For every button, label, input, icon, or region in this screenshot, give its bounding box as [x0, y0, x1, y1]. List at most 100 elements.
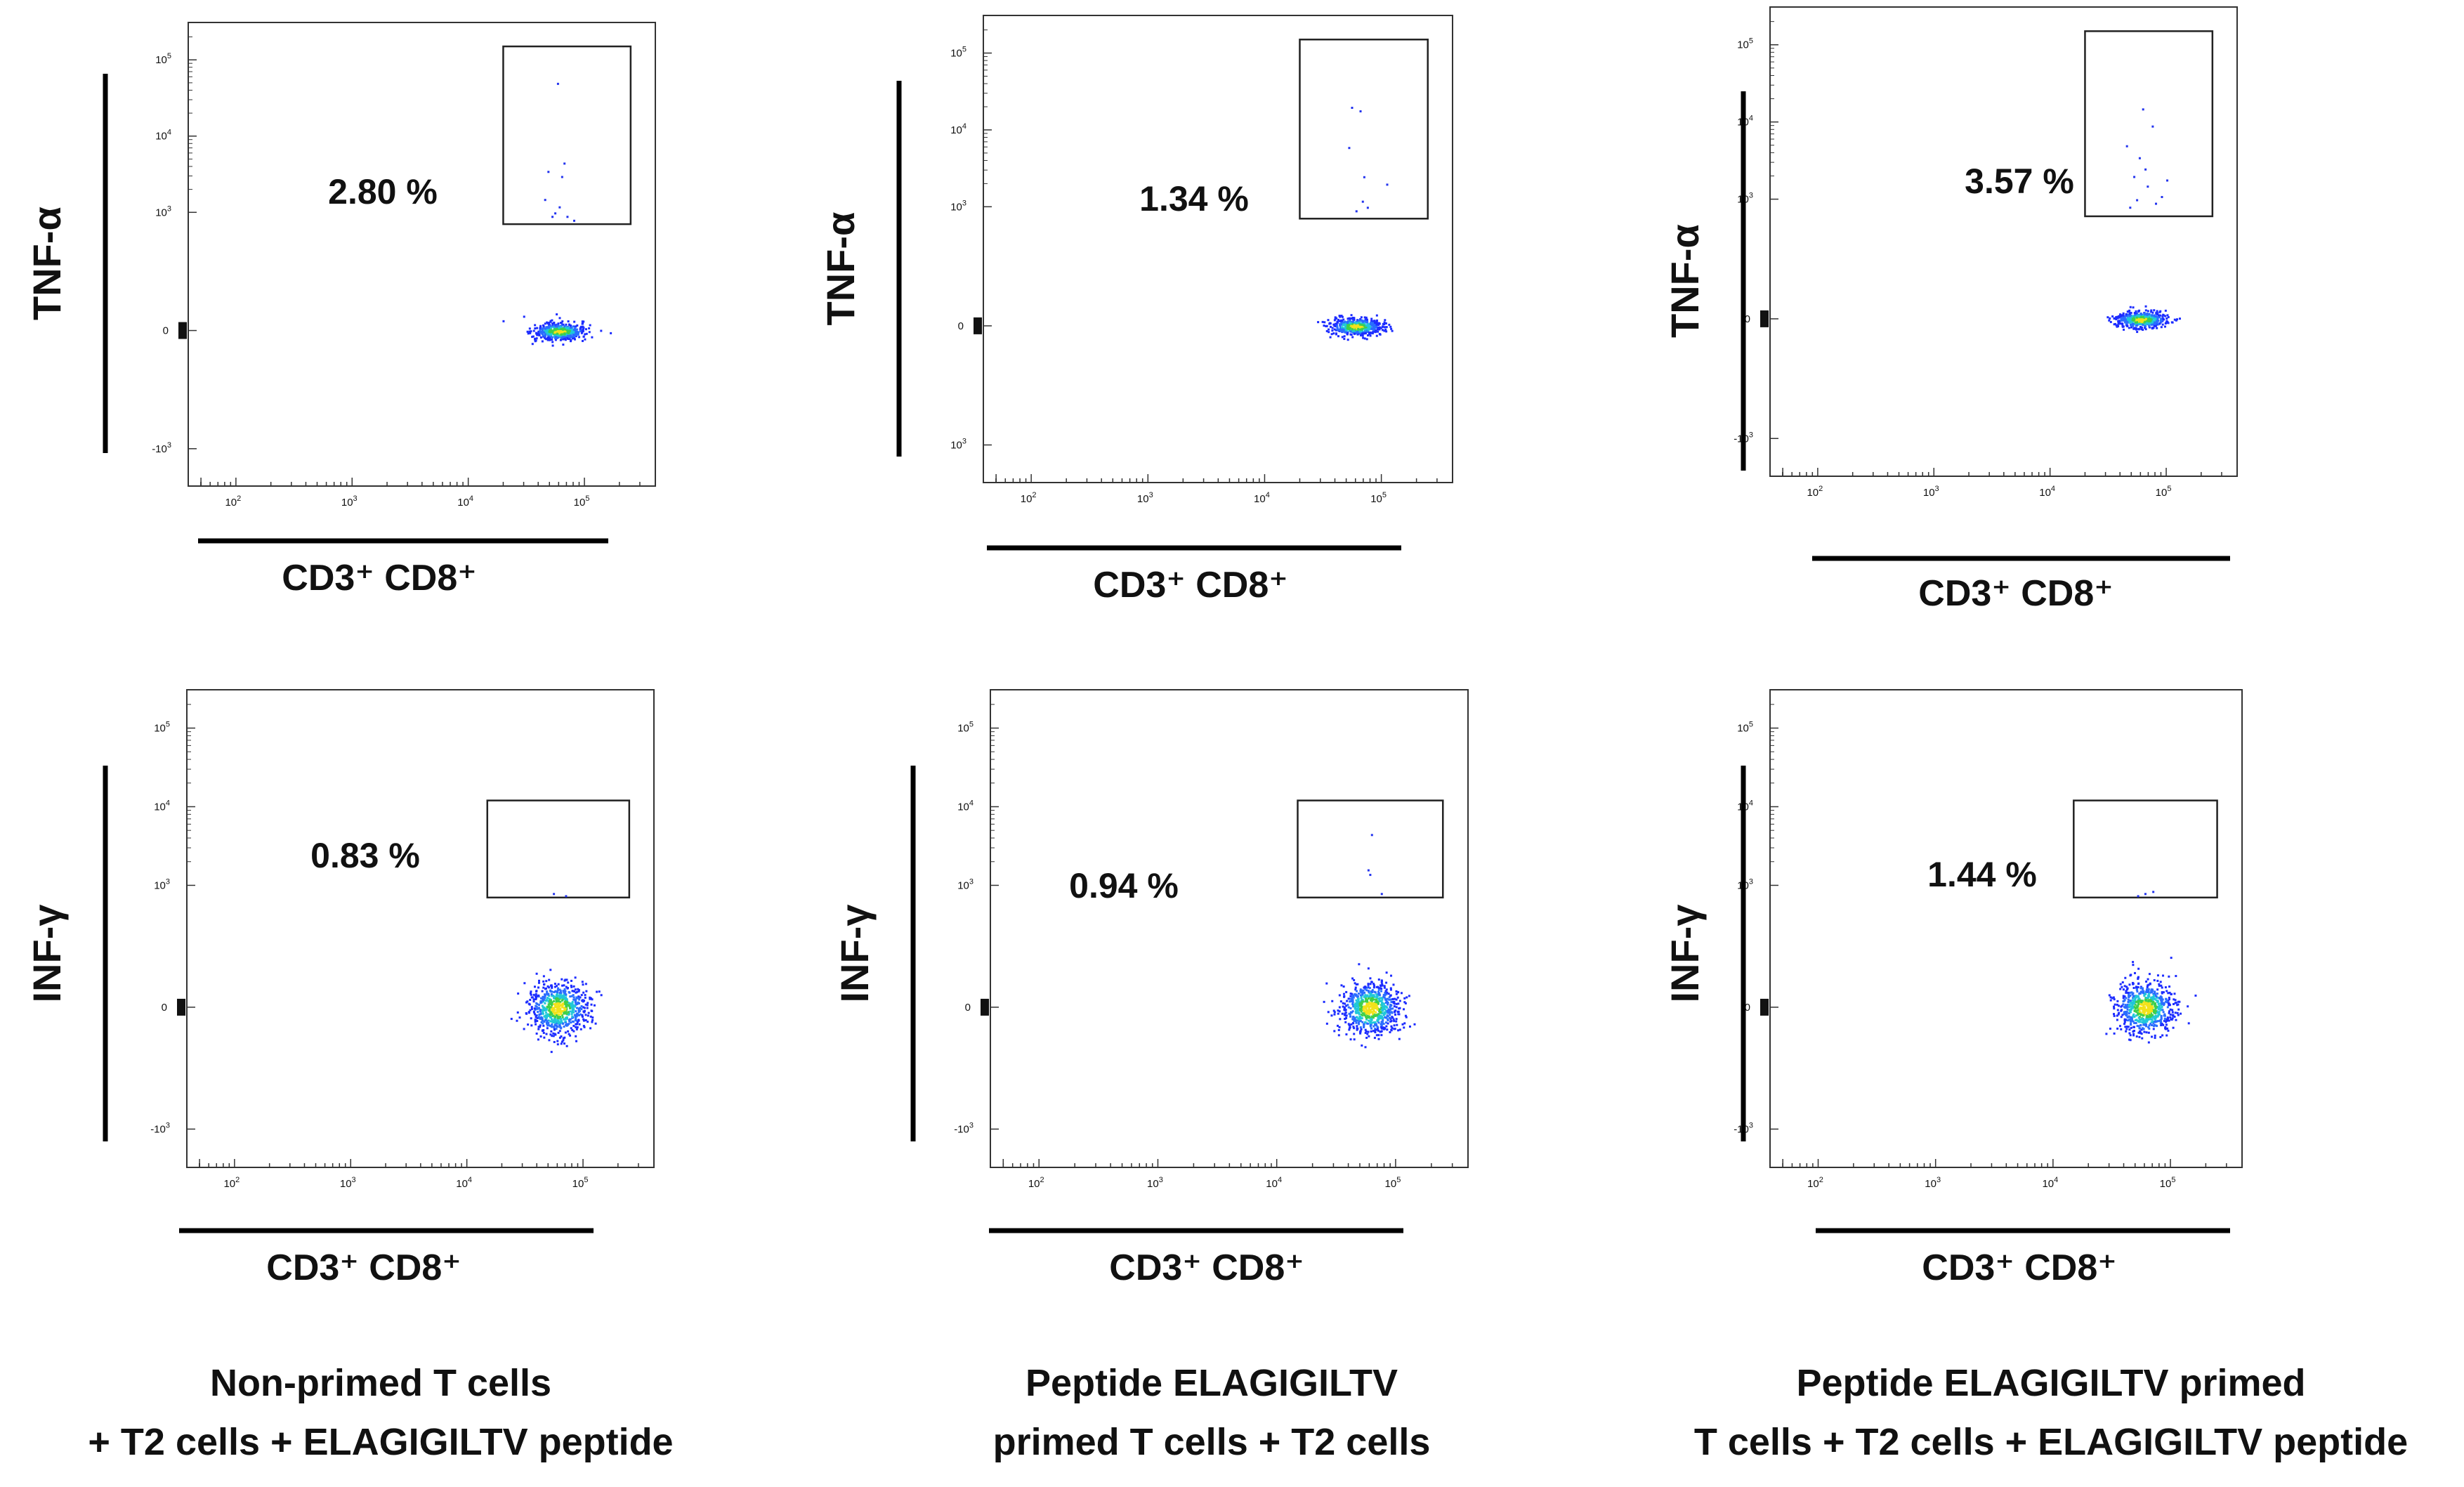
event-dot: [1349, 325, 1352, 327]
event-dot: [576, 1026, 579, 1029]
event-dot: [1371, 332, 1374, 335]
gated-events: [553, 893, 568, 898]
event-dot: [565, 336, 568, 339]
event-dot: [2154, 1016, 2157, 1018]
event-dot: [1383, 986, 1386, 989]
event-dot: [578, 998, 581, 1001]
event-dot: [2134, 999, 2137, 1002]
event-dot: [535, 1018, 537, 1021]
event-dot: [1356, 1028, 1359, 1030]
event-dot: [1337, 1029, 1340, 1032]
event-dot: [2135, 988, 2138, 991]
event-dot: [2161, 315, 2164, 317]
event-dot: [2148, 1006, 2151, 1009]
event-dot: [564, 327, 567, 329]
event-dot: [2156, 312, 2159, 315]
event-dot: [2124, 315, 2127, 317]
event-dot: [2139, 987, 2142, 990]
event-dot: [542, 1012, 544, 1015]
x-tick-label-10^5: 105: [1370, 491, 1387, 505]
event-dot: [1348, 1012, 1351, 1015]
event-dot: [537, 330, 540, 333]
event-dot: [546, 339, 549, 341]
plot-frame: [1769, 6, 2238, 477]
event-dot: [1365, 338, 1368, 341]
event-dot: [569, 1018, 572, 1021]
event-dot: [2127, 313, 2130, 316]
event-dot: [2171, 1011, 2174, 1014]
event-dot: [2122, 988, 2125, 991]
event-dot: [1360, 995, 1363, 997]
event-dot: [1394, 1014, 1397, 1016]
event-dot: [541, 997, 544, 1000]
event-dot: [569, 332, 572, 334]
event-dot: [539, 1009, 542, 1011]
event-dot: [2160, 317, 2163, 320]
event-dot: [2167, 992, 2170, 995]
event-dot: [2122, 1000, 2125, 1003]
event-dot: [1338, 994, 1341, 997]
event-dot: [570, 329, 572, 332]
event-dot: [2139, 1032, 2142, 1035]
event-dot: [556, 990, 558, 993]
event-dot: [2148, 326, 2151, 329]
event-dot: [1350, 334, 1353, 336]
event-dot: [2154, 1012, 2157, 1015]
event-dot: [2172, 1014, 2175, 1017]
event-dot: [1374, 326, 1377, 329]
event-dot: [1370, 1011, 1372, 1014]
event-dot: [2131, 993, 2134, 996]
event-dot: [549, 1002, 551, 1005]
event-dot: [560, 1010, 563, 1013]
event-dot: [556, 989, 559, 992]
event-dot: [1380, 1021, 1383, 1024]
event-dot: [2126, 1016, 2129, 1018]
event-dot: [2139, 1006, 2142, 1009]
event-dot: [2115, 317, 2118, 320]
event-dot: [1398, 1028, 1401, 1031]
event-dot: [544, 1000, 547, 1002]
event-dot: [575, 332, 577, 334]
gate-percent-label: 1.44 %: [1927, 855, 2037, 894]
event-dot: [2157, 320, 2160, 322]
event-dot: [1370, 1018, 1372, 1021]
event-dot: [2113, 1007, 2116, 1010]
event-dot: [1387, 1022, 1389, 1025]
event-dot: [2163, 1019, 2165, 1022]
event-dot: [1372, 998, 1375, 1001]
event-dot: [539, 336, 542, 339]
event-dot: [1380, 990, 1383, 993]
event-dot: [540, 1009, 543, 1011]
event-dot: [2168, 1010, 2170, 1013]
event-dot: [546, 985, 549, 988]
cell-population: [2106, 305, 2182, 334]
event-dot: [1356, 1016, 1358, 1018]
event-dot: [543, 1015, 546, 1018]
event-dot: [2156, 993, 2158, 995]
event-dot: [563, 327, 565, 330]
event-dot: [2159, 995, 2162, 998]
event-dot: [2194, 994, 2197, 997]
event-dot: [1386, 991, 1389, 994]
event-dot: [562, 338, 565, 341]
event-dot: [549, 320, 552, 323]
event-dot: [2139, 1000, 2142, 1003]
event-dot: [570, 985, 573, 988]
event-dot: [547, 326, 550, 329]
event-dot: [1361, 332, 1364, 335]
event-dot: [568, 1033, 570, 1035]
event-dot: [539, 1002, 542, 1004]
event-dot: [1361, 325, 1364, 328]
event-dot: [1346, 1004, 1349, 1007]
event-dot: [1355, 1002, 1358, 1004]
gated-events: [544, 82, 576, 222]
event-dot: [2132, 1034, 2135, 1037]
event-dot: [1333, 1030, 1336, 1033]
gated-event-dot: [2133, 176, 2136, 178]
event-dot: [552, 1032, 555, 1035]
event-dot: [1342, 327, 1345, 329]
gated-event-dot: [544, 199, 546, 202]
event-dot: [1331, 329, 1334, 332]
event-dot: [1370, 327, 1373, 330]
event-dot: [580, 994, 583, 997]
